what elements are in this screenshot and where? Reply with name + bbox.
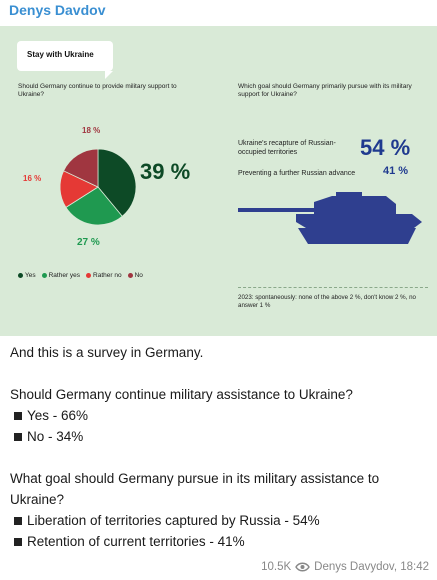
pie-chart [59, 148, 137, 226]
legend-dot-rather-yes [41, 273, 47, 278]
question-right: Which goal should Germany primarily purs… [238, 83, 412, 98]
pie-slice-rather-yes [65, 186, 123, 226]
signature: Denys Davydov, 18:42 [314, 561, 429, 573]
question-left: Should Germany continue to provide milit… [18, 83, 177, 98]
answer-text: No - 34% [27, 429, 84, 444]
legend-dot-yes [18, 273, 23, 278]
bullet-icon [14, 432, 22, 441]
legend-label: No [134, 272, 143, 279]
bullet-icon [14, 516, 22, 525]
intro-text: And this is a survey in Germany. [10, 345, 204, 360]
pie-legend: Yes Rather yes Rather no No [18, 272, 143, 279]
bullet-icon [14, 411, 22, 420]
bullet-icon [14, 537, 22, 546]
author-name[interactable]: Denys Davdov [9, 2, 106, 18]
divider [238, 287, 428, 288]
label-rather-no: 16 % [23, 174, 42, 183]
legend-label: Yes [25, 272, 36, 279]
message-text: And this is a survey in Germany. Should … [10, 342, 430, 552]
message-meta: 10.5K Denys Davydov, 18:42 [261, 561, 429, 573]
pie-slice-no [63, 148, 99, 188]
question-2: What goal should Germany pursue in its m… [10, 471, 380, 507]
legend-dot-rather-no [86, 273, 92, 278]
label-no: 18 % [82, 126, 101, 135]
goal-prevent-value: 41 % [383, 165, 409, 177]
answer-text: Yes - 66% [27, 408, 89, 423]
goal-recapture-value: 54 % [360, 135, 411, 160]
label-yes: 39 % [140, 159, 191, 184]
infographic-image[interactable]: Stay with Ukraine Should Germany continu… [0, 26, 437, 336]
legend-label: Rather no [93, 272, 122, 279]
tank-icon [238, 192, 422, 244]
goal-recapture: Ukraine's recapture of Russian-occupied … [238, 140, 336, 156]
answer-no: No - 34% [10, 426, 430, 447]
legend-yes: Yes [18, 272, 36, 279]
view-count: 10.5K [261, 561, 292, 573]
answer-liberation: Liberation of territories captured by Ru… [10, 510, 430, 531]
legend-rather-yes: Rather yes [41, 272, 81, 279]
legend-label: Rather yes [48, 272, 81, 279]
eye-icon [295, 562, 310, 572]
badge: Stay with Ukraine [17, 41, 113, 79]
question-1: Should Germany continue military assista… [10, 387, 353, 402]
pie-slice-yes [97, 148, 137, 217]
goal-prevent: Preventing a further Russian advance [238, 170, 356, 177]
answer-retention: Retention of current territories - 41% [10, 531, 430, 552]
badge-text: Stay with Ukraine [27, 50, 94, 59]
answer-text: Liberation of territories captured by Ru… [27, 513, 320, 528]
answer-text: Retention of current territories - 41% [27, 534, 245, 549]
legend-rather-no: Rather no [86, 272, 122, 279]
footnote: 2023: spontaneously: none of the above 2… [238, 294, 416, 309]
answer-yes: Yes - 66% [10, 405, 430, 426]
label-rather-yes: 27 % [77, 237, 100, 248]
legend-no: No [127, 272, 143, 279]
legend-dot-no [127, 273, 133, 278]
